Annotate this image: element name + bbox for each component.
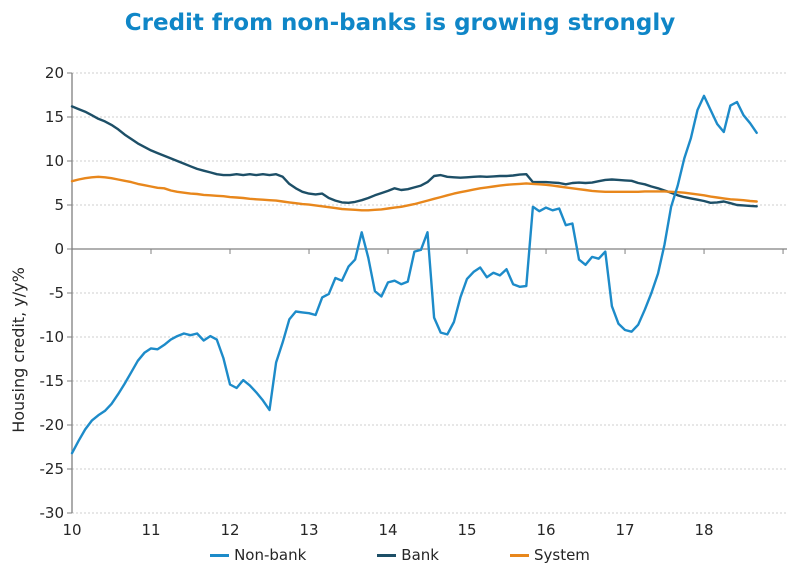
chart-title: Credit from non-banks is growing strongl… [124,10,676,36]
legend-item-system: System [509,546,590,564]
legend: Non-bank Bank System [0,546,800,564]
y-tick-label--30: -30 [40,504,65,522]
y-tick-label--15: -15 [40,372,65,390]
legend-swatch-non-bank [210,553,230,557]
x-tick-label-12: 12 [220,521,239,539]
x-tick-label-14: 14 [378,521,397,539]
series-line-system [70,175,758,212]
y-tick-label-15: 15 [45,108,64,126]
x-tick-label-11: 11 [141,521,160,539]
y-tick-label--25: -25 [40,460,65,478]
x-tick-label-17: 17 [615,521,634,539]
y-tick-label-10: 10 [45,152,64,170]
legend-label-bank: Bank [401,546,439,564]
x-tick-label-13: 13 [299,521,318,539]
legend-item-bank: Bank [377,546,439,564]
y-tick-label-20: 20 [45,64,64,82]
y-tick-label--20: -20 [40,416,65,434]
y-tick-label-0: 0 [54,240,64,258]
x-tick-label-18: 18 [694,521,713,539]
legend-swatch-system [509,553,529,557]
legend-item-non-bank: Non-bank [210,546,306,564]
series-line-bank [70,105,758,208]
x-tick-label-15: 15 [457,521,476,539]
legend-label-system: System [533,546,590,564]
y-tick-label-5: 5 [54,196,64,214]
legend-swatch-bank [377,553,397,557]
series-line-non-bank [70,94,758,455]
x-tick-label-16: 16 [536,521,555,539]
x-tick-label-10: 10 [62,521,81,539]
y-tick-label--5: -5 [49,284,64,302]
legend-label-non-bank: Non-bank [234,546,307,564]
y-tick-label--10: -10 [40,328,65,346]
